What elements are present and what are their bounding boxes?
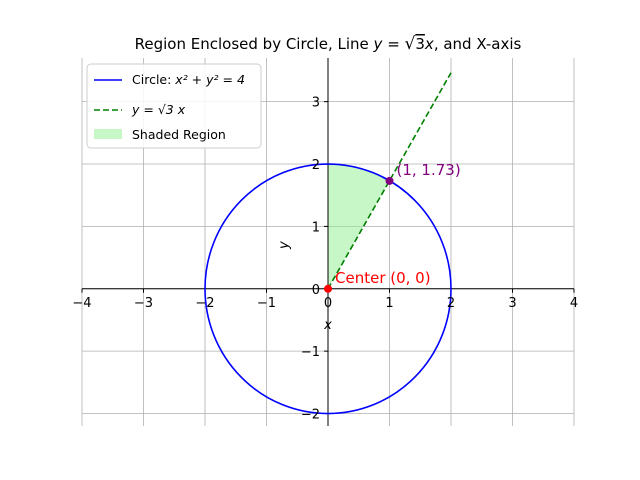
y-tick-label: 1 xyxy=(312,220,320,235)
x-tick-label: 3 xyxy=(508,296,516,311)
x-tick-label: −2 xyxy=(195,296,214,311)
x-tick-label: 1 xyxy=(385,296,393,311)
x-tick-label: −4 xyxy=(72,296,91,311)
x-axis-label: x xyxy=(323,318,332,333)
tick-labels: −4 −3 −2 −1 0 1 2 3 4 −2 −1 0 1 2 3 xyxy=(72,96,578,423)
y-tick-label: 2 xyxy=(312,158,320,173)
x-tick-label: −3 xyxy=(134,296,153,311)
x-tick-label: 0 xyxy=(324,296,332,311)
chart-title: Region Enclosed by Circle, Line y = √3x,… xyxy=(135,34,522,54)
point-label: Center (0, 0) xyxy=(335,269,431,287)
circle-series xyxy=(204,163,452,415)
legend: Circle: x² + y² = 4 y = √3 x Shaded Regi… xyxy=(86,63,262,149)
series-layer xyxy=(204,72,452,415)
data-point xyxy=(324,284,332,293)
line-series xyxy=(327,72,452,290)
legend-label-region: Shaded Region xyxy=(132,127,226,142)
y-axis-label: y xyxy=(277,241,292,250)
data-point xyxy=(385,176,394,185)
y-tick-label: 3 xyxy=(312,96,320,111)
point-label: (1, 1.73) xyxy=(397,161,461,179)
legend-swatch-region xyxy=(94,129,122,139)
legend-label-circle: Circle: x² + y² = 4 xyxy=(132,72,245,87)
y-tick-label: 0 xyxy=(312,283,320,298)
x-tick-label: 4 xyxy=(570,296,578,311)
y-tick-label: −2 xyxy=(301,408,320,423)
legend-label-line: y = √3 x xyxy=(131,102,186,117)
shaded-region-layer xyxy=(328,164,390,289)
legend-box xyxy=(86,63,262,149)
x-tick-label: −1 xyxy=(257,296,276,311)
x-tick-label: 2 xyxy=(447,296,455,311)
y-tick-label: −1 xyxy=(301,345,320,360)
points-layer: Center (0, 0) (1, 1.73) xyxy=(324,161,461,293)
shaded-region xyxy=(328,164,390,289)
